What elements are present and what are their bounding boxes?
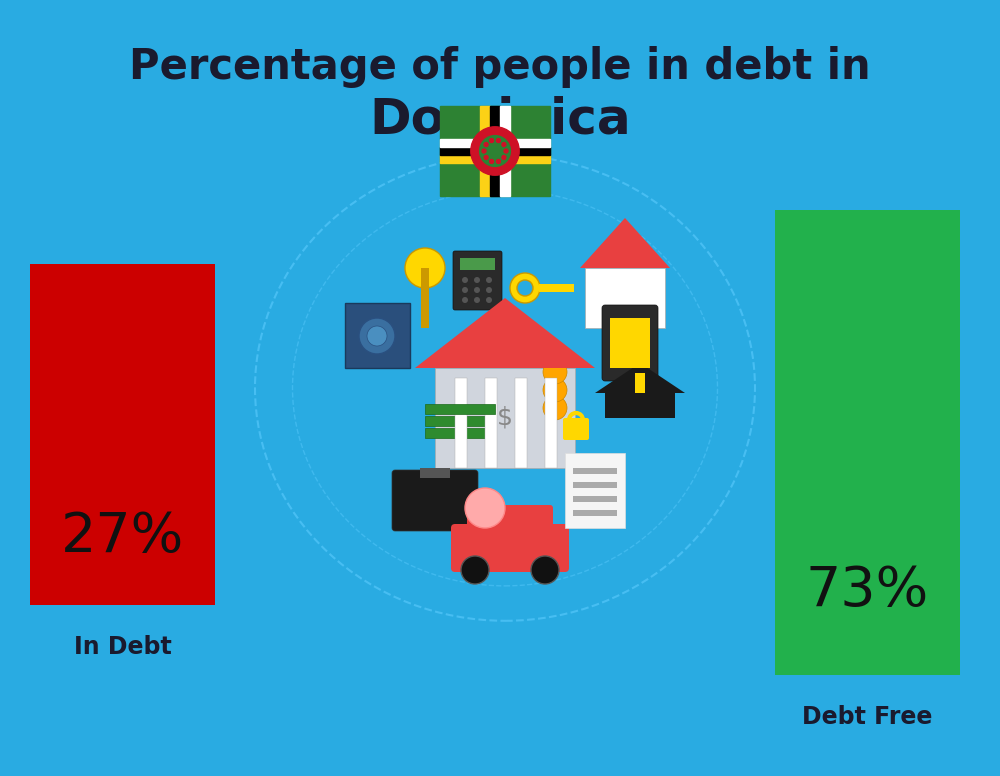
Circle shape bbox=[462, 287, 468, 293]
Bar bbox=[610, 318, 650, 368]
Bar bbox=[585, 268, 665, 328]
Circle shape bbox=[490, 160, 494, 164]
Bar bbox=[775, 210, 960, 675]
Circle shape bbox=[496, 160, 500, 164]
Circle shape bbox=[461, 556, 489, 584]
Text: Dominica: Dominica bbox=[369, 96, 631, 144]
Circle shape bbox=[474, 297, 480, 303]
Bar bbox=[425, 416, 495, 426]
Circle shape bbox=[490, 139, 494, 143]
FancyBboxPatch shape bbox=[392, 470, 478, 531]
FancyBboxPatch shape bbox=[453, 251, 502, 310]
Circle shape bbox=[496, 139, 500, 143]
Circle shape bbox=[462, 277, 468, 283]
Circle shape bbox=[543, 378, 567, 402]
Bar bbox=[605, 393, 675, 418]
Circle shape bbox=[504, 149, 508, 153]
Circle shape bbox=[480, 136, 510, 166]
Bar bbox=[490, 106, 500, 196]
Polygon shape bbox=[595, 363, 685, 393]
Bar bbox=[421, 268, 429, 328]
Bar bbox=[425, 428, 495, 438]
Circle shape bbox=[510, 273, 540, 303]
Polygon shape bbox=[580, 218, 670, 268]
Text: $: $ bbox=[497, 406, 513, 430]
Bar bbox=[440, 106, 550, 196]
Circle shape bbox=[405, 248, 445, 288]
FancyBboxPatch shape bbox=[467, 505, 553, 541]
Circle shape bbox=[474, 277, 480, 283]
Bar bbox=[500, 106, 510, 196]
Circle shape bbox=[517, 280, 533, 296]
Text: Debt Free: Debt Free bbox=[802, 705, 933, 729]
Circle shape bbox=[486, 277, 492, 283]
Bar bbox=[515, 378, 527, 468]
Bar bbox=[635, 373, 645, 393]
Bar bbox=[440, 139, 550, 147]
Bar bbox=[425, 404, 495, 414]
Bar bbox=[573, 468, 617, 474]
Circle shape bbox=[486, 297, 492, 303]
Bar bbox=[345, 303, 410, 368]
Circle shape bbox=[359, 318, 395, 354]
Bar bbox=[30, 264, 215, 605]
Bar bbox=[480, 106, 490, 196]
Text: Percentage of people in debt in: Percentage of people in debt in bbox=[129, 46, 871, 88]
FancyBboxPatch shape bbox=[602, 305, 658, 381]
Bar bbox=[539, 284, 574, 292]
Bar bbox=[565, 453, 625, 528]
Circle shape bbox=[531, 556, 559, 584]
Circle shape bbox=[543, 360, 567, 384]
Text: 73%: 73% bbox=[806, 564, 929, 618]
Bar bbox=[573, 482, 617, 488]
Bar bbox=[440, 155, 550, 163]
Circle shape bbox=[471, 126, 519, 175]
Circle shape bbox=[484, 155, 488, 159]
Bar bbox=[573, 510, 617, 516]
Circle shape bbox=[465, 488, 505, 528]
Bar bbox=[485, 378, 497, 468]
Circle shape bbox=[462, 297, 468, 303]
FancyBboxPatch shape bbox=[451, 524, 569, 572]
Text: 27%: 27% bbox=[61, 510, 184, 564]
Bar bbox=[435, 368, 575, 468]
FancyBboxPatch shape bbox=[563, 418, 589, 440]
Polygon shape bbox=[415, 298, 595, 368]
Circle shape bbox=[502, 155, 506, 159]
Circle shape bbox=[367, 326, 387, 346]
Circle shape bbox=[474, 287, 480, 293]
Bar bbox=[440, 147, 550, 155]
Text: In Debt: In Debt bbox=[74, 636, 171, 660]
Bar bbox=[455, 378, 467, 468]
Bar bbox=[460, 258, 495, 270]
Bar bbox=[545, 378, 557, 468]
Circle shape bbox=[502, 143, 506, 147]
Circle shape bbox=[543, 396, 567, 420]
Circle shape bbox=[484, 143, 488, 147]
Bar bbox=[573, 496, 617, 502]
Bar bbox=[420, 468, 450, 478]
Circle shape bbox=[486, 287, 492, 293]
Circle shape bbox=[482, 149, 486, 153]
